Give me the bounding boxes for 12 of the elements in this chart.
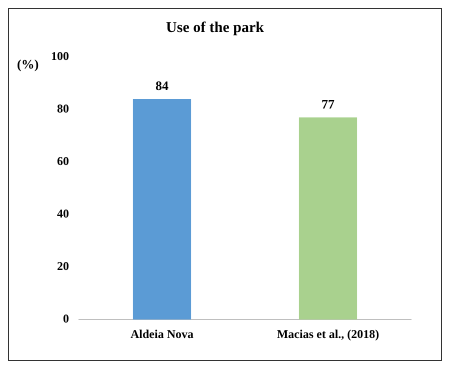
chart-title: Use of the park xyxy=(166,20,265,36)
x-tick-label: Macias et al., (2018) xyxy=(276,326,380,341)
y-tick-label: 60 xyxy=(57,154,69,168)
y-tick-label: 0 xyxy=(63,312,69,326)
y-axis-title: (%) xyxy=(17,56,39,72)
data-label: 84 xyxy=(156,78,169,93)
y-tick-label: 80 xyxy=(57,102,69,116)
x-tick-label: Aldeia Nova xyxy=(130,326,194,341)
y-tick-label: 100 xyxy=(51,49,69,64)
y-tick-label: 40 xyxy=(57,206,69,221)
y-tick-label: 20 xyxy=(57,259,69,274)
data-label: 77 xyxy=(322,96,335,112)
